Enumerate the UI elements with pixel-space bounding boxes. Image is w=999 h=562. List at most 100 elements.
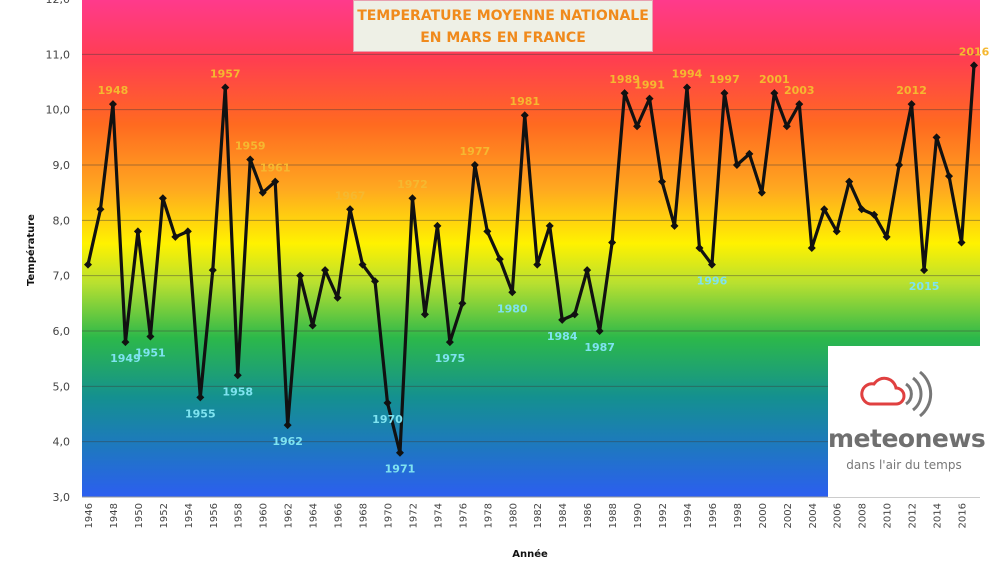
- data-point: [133, 227, 142, 236]
- logo-brand: meteonews: [828, 424, 986, 453]
- x-tick-label: 1988: [608, 503, 619, 528]
- data-point: [907, 100, 916, 109]
- data-point: [508, 288, 517, 297]
- meteonews-logo: meteonews dans l'air du temps: [828, 346, 986, 497]
- data-point: [770, 89, 779, 98]
- data-point: [633, 122, 642, 131]
- chart-title: TEMPERATURE MOYENNE NATIONALE: [357, 8, 649, 24]
- y-axis-title: Température: [25, 214, 37, 286]
- data-point: [957, 238, 966, 247]
- y-tick-label: 7,0: [53, 270, 71, 283]
- x-tick-label: 1960: [259, 503, 270, 528]
- y-tick-label: 9,0: [53, 159, 71, 172]
- y-tick-label: 11,0: [46, 48, 71, 61]
- x-tick-label: 1990: [633, 503, 644, 528]
- year-annotation: 1957: [210, 68, 241, 81]
- year-annotation: 1967: [335, 189, 366, 202]
- data-point: [358, 260, 367, 269]
- data-point: [258, 188, 267, 197]
- x-tick-label: 1968: [359, 503, 370, 528]
- data-point: [296, 271, 305, 280]
- year-annotation: 1970: [372, 413, 403, 426]
- year-annotation: 1958: [222, 385, 253, 398]
- data-point: [183, 227, 192, 236]
- data-point: [520, 111, 529, 120]
- data-point: [920, 266, 929, 275]
- data-point: [882, 232, 891, 241]
- x-tick-label: 1992: [658, 503, 669, 528]
- year-annotation: 1951: [135, 347, 166, 360]
- data-point: [682, 83, 691, 92]
- data-point: [383, 398, 392, 407]
- data-point: [371, 277, 380, 286]
- year-annotation: 1996: [697, 275, 728, 288]
- x-tick-label: 1958: [234, 503, 245, 528]
- y-tick-label: 10,0: [46, 104, 71, 117]
- x-tick-label: 1978: [483, 503, 494, 528]
- data-point: [96, 205, 105, 214]
- data-point: [720, 89, 729, 98]
- x-axis-title: Année: [512, 548, 548, 560]
- data-point: [795, 100, 804, 109]
- year-annotation: 1962: [272, 435, 303, 448]
- year-annotation: 1989: [609, 73, 640, 86]
- data-point: [895, 161, 904, 169]
- data-point: [333, 293, 342, 302]
- x-tick-label: 1946: [84, 503, 95, 528]
- data-point: [945, 172, 954, 181]
- data-point: [346, 205, 355, 214]
- data-point: [645, 94, 654, 103]
- x-tick-label: 1964: [309, 503, 320, 528]
- x-tick-label: 2000: [758, 503, 769, 528]
- year-annotation: 1991: [634, 79, 665, 92]
- y-tick-label: 3,0: [53, 491, 71, 504]
- x-tick-label: 2014: [933, 503, 944, 528]
- data-point: [395, 448, 404, 457]
- data-point: [246, 155, 255, 164]
- year-annotation: 2003: [784, 84, 815, 97]
- data-point: [970, 61, 978, 70]
- data-point: [533, 260, 542, 269]
- year-annotation: 1975: [435, 352, 466, 365]
- x-tick-label: 1966: [334, 503, 345, 528]
- x-tick-label: 2012: [908, 503, 919, 528]
- x-tick-label: 1954: [184, 503, 195, 528]
- data-point: [857, 205, 866, 214]
- data-point: [470, 161, 479, 169]
- x-tick-label: 1972: [408, 503, 419, 528]
- y-tick-label: 5,0: [53, 380, 71, 393]
- year-annotation: 1984: [547, 330, 578, 343]
- y-tick-label: 8,0: [53, 214, 71, 227]
- year-annotation: 1959: [235, 139, 266, 152]
- x-tick-label: 1996: [708, 503, 719, 528]
- data-point: [608, 238, 617, 247]
- year-annotation: 1997: [709, 73, 740, 86]
- x-tick-label: 1974: [433, 503, 444, 528]
- year-annotation: 2015: [909, 280, 940, 293]
- x-tick-label: 2004: [808, 503, 819, 528]
- data-point: [171, 232, 180, 241]
- year-annotation: 1961: [260, 162, 291, 175]
- x-tick-label: 1948: [109, 503, 120, 528]
- year-annotation: 1977: [460, 145, 491, 158]
- data-point: [208, 266, 217, 275]
- series-line: [86, 65, 976, 455]
- x-tick-label: 1984: [558, 503, 569, 528]
- x-tick-label: 1986: [583, 503, 594, 528]
- data-point: [121, 338, 130, 347]
- x-tick-label: 2010: [883, 503, 894, 528]
- year-annotation: 1994: [672, 68, 703, 81]
- data-point: [870, 210, 879, 219]
- x-tick-label: 2002: [783, 503, 794, 528]
- chart-subtitle: EN MARS EN FRANCE: [420, 30, 586, 46]
- x-tick-label: 1994: [683, 503, 694, 528]
- data-point: [445, 338, 454, 347]
- x-tick-label: 1956: [209, 503, 220, 528]
- data-point: [845, 177, 854, 186]
- data-point: [233, 371, 242, 380]
- year-annotation: 2001: [759, 73, 790, 86]
- y-tick-label: 12,0: [46, 0, 71, 6]
- data-point: [620, 89, 629, 98]
- x-tick-label: 1982: [533, 503, 544, 528]
